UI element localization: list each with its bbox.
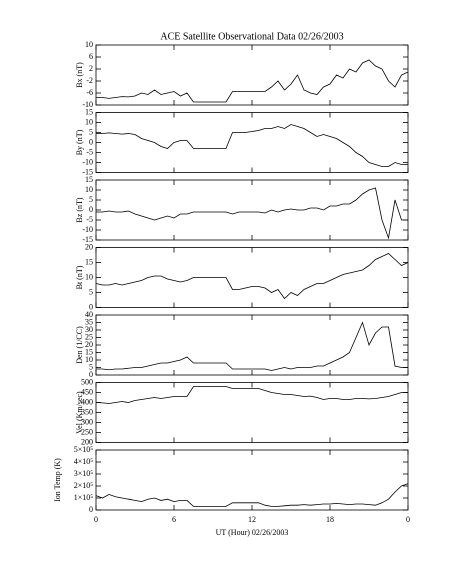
chart-title: ACE Satellite Observational Data 02/26/2… <box>160 31 343 42</box>
y-tick-label: 0 <box>89 370 93 379</box>
y-tick-label: -5 <box>86 215 93 224</box>
y-axis-label: Vel (Km/sec) <box>75 391 84 434</box>
y-tick-label: 30 <box>85 325 93 334</box>
y-tick-label: 10 <box>85 117 93 126</box>
panel-frame <box>95 179 409 241</box>
data-line <box>96 187 408 240</box>
y-tick-label: 5 <box>89 362 93 371</box>
y-tick-label: -10 <box>82 225 93 234</box>
panel-frame <box>95 112 409 173</box>
x-tick-label: 0 <box>406 515 410 524</box>
y-tick-label: 15 <box>85 257 93 266</box>
y-tick-label: 10 <box>85 40 93 49</box>
y-tick-label: 450 <box>81 387 93 396</box>
panel-frame <box>95 314 409 376</box>
y-tick-label: 10 <box>85 185 93 194</box>
x-tick-label: 18 <box>326 515 334 524</box>
panel-frame <box>95 382 409 443</box>
y-tick-label: -15 <box>82 167 93 176</box>
y-axis-label: By (nT) <box>75 129 84 155</box>
y-tick-label: -2 <box>86 76 93 85</box>
y-tick-label: 20 <box>85 242 93 251</box>
y-tick-label: 5 <box>89 287 93 296</box>
y-tick-label: -10 <box>82 157 93 166</box>
data-line <box>95 483 409 507</box>
y-axis-label: Den (1/CC) <box>75 326 84 364</box>
x-tick-label: 6 <box>172 515 176 524</box>
y-tick-label: 500 <box>81 377 93 386</box>
panel-frame <box>95 44 409 106</box>
data-line <box>95 386 408 404</box>
x-tick-label: 0 <box>94 515 98 524</box>
y-axis-label: Bt (nT) <box>75 265 84 289</box>
y-tick-label: 1×10⁵ <box>74 493 94 502</box>
y-tick-label: 5 <box>89 127 93 136</box>
y-tick-label: 20 <box>85 340 93 349</box>
y-tick-label: 200 <box>81 437 93 446</box>
x-tick-label: 12 <box>248 515 256 524</box>
y-tick-label: 0 <box>89 205 93 214</box>
y-tick-label: 2×10⁵ <box>74 481 94 490</box>
y-tick-label: 25 <box>85 332 93 341</box>
y-tick-label: 15 <box>85 107 93 116</box>
y-tick-label: -10 <box>82 100 93 109</box>
y-tick-label: 0 <box>89 302 93 311</box>
y-tick-label: 15 <box>85 347 93 356</box>
y-axis-label: Bx (nT) <box>75 62 84 88</box>
y-tick-label: 0 <box>89 137 93 146</box>
y-tick-label: 400 <box>81 397 93 406</box>
y-tick-label: -5 <box>86 147 93 156</box>
y-tick-label: -6 <box>86 88 93 97</box>
y-axis-label: Bz (nT) <box>75 197 84 222</box>
y-axis-label: Ion Temp (K) <box>53 458 62 502</box>
y-tick-label: -15 <box>82 235 93 244</box>
y-tick-label: 35 <box>85 317 93 326</box>
data-line <box>96 321 408 371</box>
data-line <box>96 59 409 103</box>
data-line <box>95 253 409 300</box>
y-tick-label: 3×10⁵ <box>74 469 94 478</box>
y-tick-label: 300 <box>81 417 93 426</box>
y-tick-label: 5×10⁵ <box>74 445 94 454</box>
y-tick-label: 350 <box>81 407 93 416</box>
y-tick-label: 2 <box>89 64 93 73</box>
panel-frame <box>95 247 409 308</box>
y-tick-label: 6 <box>89 52 93 61</box>
data-line <box>96 124 408 167</box>
y-tick-label: 250 <box>81 427 93 436</box>
y-tick-label: 5 <box>89 195 93 204</box>
y-tick-label: 4×10⁵ <box>74 457 94 466</box>
y-tick-label: 15 <box>85 175 93 184</box>
y-tick-label: 10 <box>85 355 93 364</box>
y-tick-label: 40 <box>85 310 93 319</box>
y-tick-label: 0 <box>89 505 93 514</box>
x-axis-label: UT (Hour) 02/26/2003 <box>216 528 289 537</box>
y-tick-label: 10 <box>85 272 93 281</box>
